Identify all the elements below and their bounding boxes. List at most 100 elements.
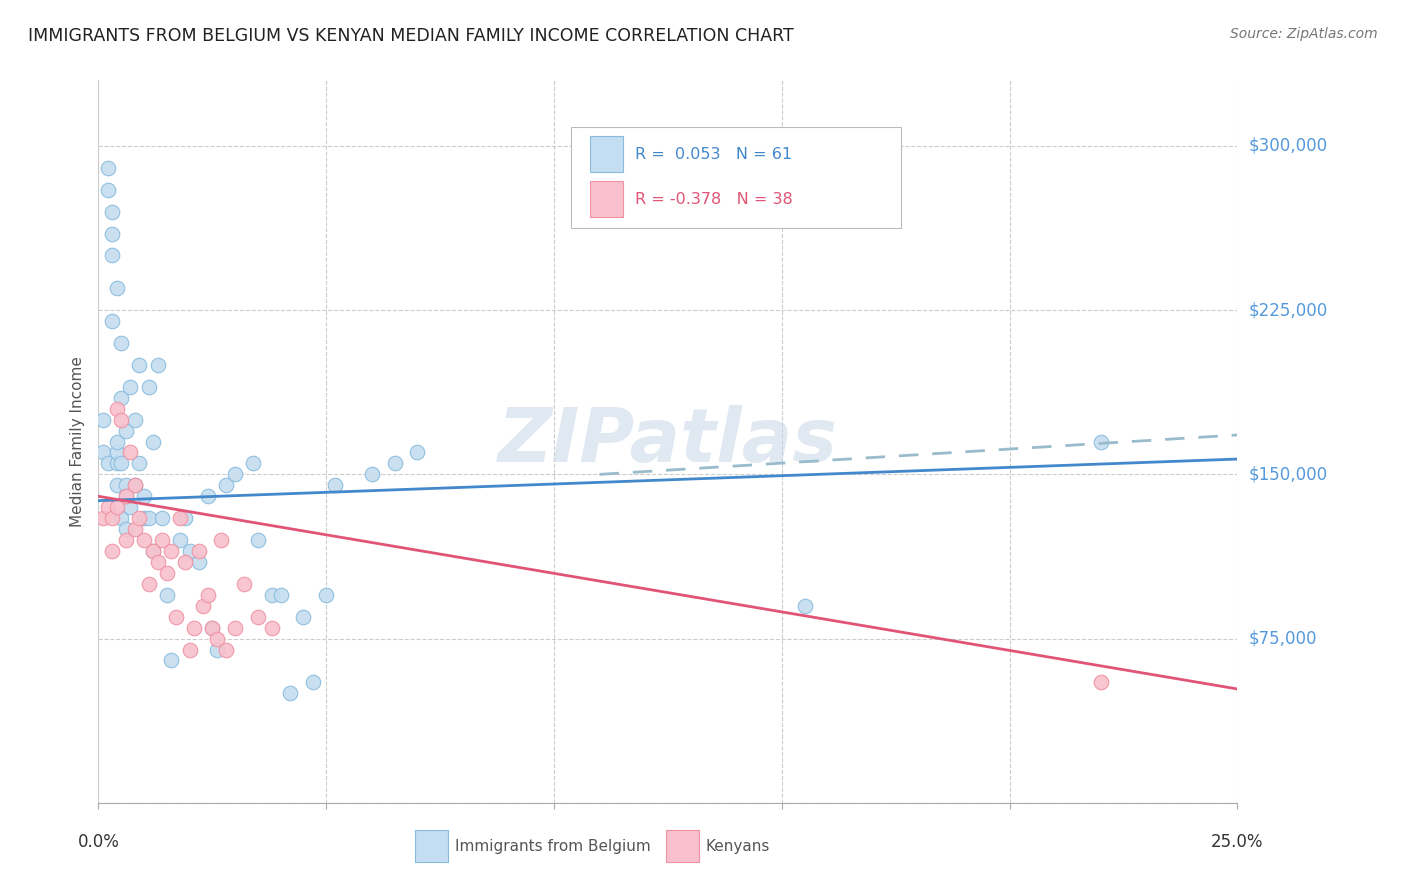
- Text: $300,000: $300,000: [1249, 137, 1327, 155]
- Point: [315, 588, 337, 602]
- Point: [179, 544, 201, 558]
- Text: 0.0%: 0.0%: [77, 833, 120, 851]
- Point: [169, 533, 191, 547]
- Point: [193, 599, 215, 613]
- Point: [246, 533, 269, 547]
- Point: [150, 533, 173, 547]
- Point: [91, 511, 114, 525]
- Point: [138, 511, 160, 525]
- Point: [114, 522, 136, 536]
- Point: [96, 161, 118, 175]
- Point: [156, 588, 179, 602]
- Point: [138, 380, 160, 394]
- Point: [323, 478, 346, 492]
- Point: [110, 391, 132, 405]
- Point: [205, 642, 228, 657]
- Point: [142, 544, 165, 558]
- Point: [160, 544, 183, 558]
- Point: [142, 544, 165, 558]
- Point: [215, 642, 238, 657]
- Point: [1090, 434, 1112, 449]
- Point: [156, 566, 179, 580]
- Point: [138, 577, 160, 591]
- Point: [174, 555, 197, 569]
- Text: $75,000: $75,000: [1249, 630, 1317, 648]
- Text: Kenyans: Kenyans: [706, 838, 770, 854]
- Point: [128, 457, 150, 471]
- Point: [105, 434, 128, 449]
- Point: [197, 489, 219, 503]
- Point: [120, 445, 142, 459]
- Point: [101, 204, 124, 219]
- Point: [260, 588, 283, 602]
- Point: [101, 248, 124, 262]
- Point: [96, 457, 118, 471]
- Point: [114, 533, 136, 547]
- Text: R = -0.378   N = 38: R = -0.378 N = 38: [636, 192, 793, 207]
- FancyBboxPatch shape: [415, 830, 449, 862]
- Text: Immigrants from Belgium: Immigrants from Belgium: [456, 838, 651, 854]
- Point: [179, 642, 201, 657]
- Point: [150, 511, 173, 525]
- Point: [278, 686, 301, 700]
- Text: ZIPatlas: ZIPatlas: [498, 405, 838, 478]
- Point: [174, 511, 197, 525]
- Point: [301, 675, 323, 690]
- Point: [215, 478, 238, 492]
- Point: [91, 445, 114, 459]
- Point: [1090, 675, 1112, 690]
- Point: [233, 577, 256, 591]
- Point: [187, 555, 209, 569]
- Text: IMMIGRANTS FROM BELGIUM VS KENYAN MEDIAN FAMILY INCOME CORRELATION CHART: IMMIGRANTS FROM BELGIUM VS KENYAN MEDIAN…: [28, 27, 794, 45]
- Point: [101, 544, 124, 558]
- Point: [110, 336, 132, 351]
- Point: [360, 467, 382, 482]
- Point: [169, 511, 191, 525]
- Point: [209, 533, 232, 547]
- Point: [114, 489, 136, 503]
- Point: [96, 500, 118, 515]
- Point: [260, 621, 283, 635]
- Point: [146, 555, 169, 569]
- Point: [197, 588, 219, 602]
- Point: [128, 358, 150, 372]
- Point: [242, 457, 264, 471]
- Point: [270, 588, 292, 602]
- Point: [101, 227, 124, 241]
- Point: [384, 457, 406, 471]
- Point: [201, 621, 224, 635]
- Point: [132, 489, 155, 503]
- Point: [124, 522, 146, 536]
- Point: [124, 478, 146, 492]
- Point: [105, 500, 128, 515]
- FancyBboxPatch shape: [591, 181, 623, 217]
- Point: [132, 533, 155, 547]
- FancyBboxPatch shape: [665, 830, 699, 862]
- Point: [91, 412, 114, 426]
- Point: [793, 599, 815, 613]
- Point: [160, 653, 183, 667]
- Point: [165, 609, 187, 624]
- Point: [292, 609, 315, 624]
- Point: [142, 434, 165, 449]
- Point: [114, 424, 136, 438]
- Point: [105, 281, 128, 295]
- Point: [105, 401, 128, 416]
- FancyBboxPatch shape: [571, 128, 901, 228]
- Point: [124, 478, 146, 492]
- Text: Source: ZipAtlas.com: Source: ZipAtlas.com: [1230, 27, 1378, 41]
- Point: [101, 511, 124, 525]
- Point: [120, 380, 142, 394]
- Text: R =  0.053   N = 61: R = 0.053 N = 61: [636, 146, 792, 161]
- Point: [246, 609, 269, 624]
- Text: $225,000: $225,000: [1249, 301, 1327, 319]
- Point: [101, 314, 124, 328]
- Point: [187, 544, 209, 558]
- Point: [110, 412, 132, 426]
- Text: $150,000: $150,000: [1249, 466, 1327, 483]
- Point: [105, 457, 128, 471]
- Point: [124, 412, 146, 426]
- Point: [201, 621, 224, 635]
- Point: [224, 467, 246, 482]
- Point: [105, 445, 128, 459]
